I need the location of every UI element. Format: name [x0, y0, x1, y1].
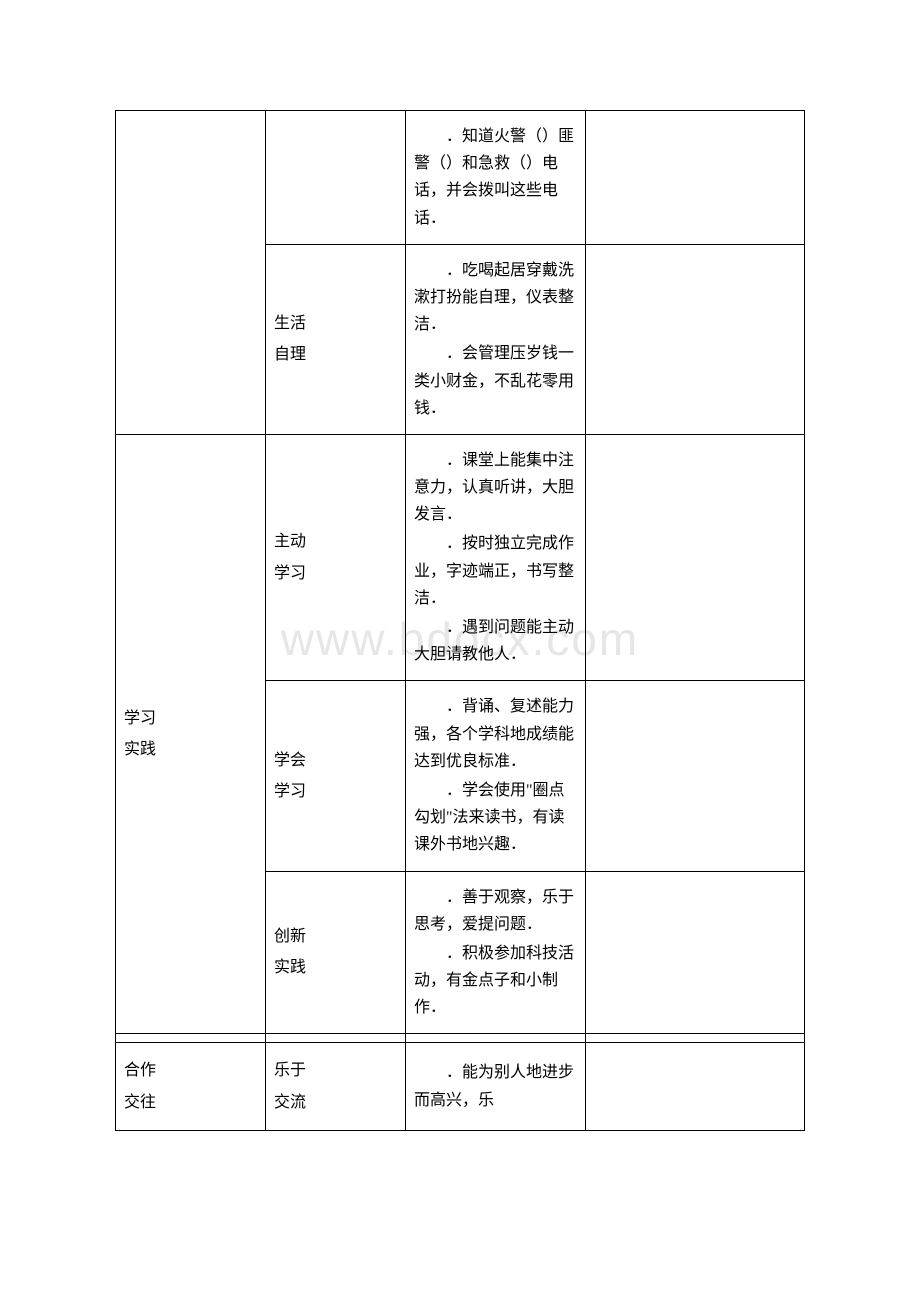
criteria-text: ．背诵、复述能力强，各个学科地成绩能达到优良标准．	[414, 693, 577, 775]
subcategory-label: 生活	[274, 310, 397, 337]
subcategory-cell: 学会 学习	[266, 681, 406, 871]
category-label: 学习	[124, 705, 257, 732]
subcategory-label: 学会	[274, 747, 397, 774]
criteria-cell: ．知道火警（）匪警（）和急救（）电话，并会拨叫这些电话．	[406, 111, 586, 245]
criteria-text: ．能为别人地进步而高兴，乐	[414, 1059, 577, 1113]
subcategory-cell: 主动 学习	[266, 434, 406, 681]
blank-cell	[586, 871, 805, 1034]
criteria-text: ．善于观察，乐于思考，爱提问题．	[414, 884, 577, 938]
subcategory-cell: 生活 自理	[266, 244, 406, 434]
subcategory-cell	[266, 111, 406, 245]
criteria-text: ．学会使用"圈点勾划"法来读书，有读课外书地兴趣．	[414, 777, 577, 859]
blank-cell	[586, 681, 805, 871]
category-label: 交往	[124, 1089, 257, 1116]
table-row	[116, 1034, 805, 1043]
blank-cell	[586, 244, 805, 434]
criteria-cell: ．课堂上能集中注意力，认真听讲，大胆发言． ．按时独立完成作业，字迹端正，书写整…	[406, 434, 586, 681]
subcategory-label: 实践	[274, 954, 397, 981]
spacer-cell	[406, 1034, 586, 1043]
spacer-cell	[116, 1034, 266, 1043]
evaluation-table: ．知道火警（）匪警（）和急救（）电话，并会拨叫这些电话． 生活 自理 ．吃喝起居…	[115, 110, 805, 1131]
spacer-cell	[266, 1034, 406, 1043]
table-row: 学习 实践 主动 学习 ．课堂上能集中注意力，认真听讲，大胆发言． ．按时独立完…	[116, 434, 805, 681]
subcategory-label: 乐于	[274, 1057, 397, 1084]
subcategory-label: 学习	[274, 778, 397, 805]
category-label: 实践	[124, 736, 257, 763]
criteria-text: ．吃喝起居穿戴洗漱打扮能自理，仪表整洁．	[414, 257, 577, 339]
criteria-cell: ．背诵、复述能力强，各个学科地成绩能达到优良标准． ．学会使用"圈点勾划"法来读…	[406, 681, 586, 871]
criteria-text: ．遇到问题能主动大胆请教他人．	[414, 614, 577, 668]
criteria-text: ．知道火警（）匪警（）和急救（）电话，并会拨叫这些电话．	[414, 123, 577, 232]
subcategory-label: 自理	[274, 341, 397, 368]
criteria-cell: ．善于观察，乐于思考，爱提问题． ．积极参加科技活动，有金点子和小制作．	[406, 871, 586, 1034]
subcategory-cell: 创新 实践	[266, 871, 406, 1034]
criteria-text: ．课堂上能集中注意力，认真听讲，大胆发言．	[414, 447, 577, 529]
subcategory-label: 交流	[274, 1089, 397, 1116]
subcategory-cell: 乐于 交流	[266, 1043, 406, 1130]
category-cell: 学习 实践	[116, 434, 266, 1034]
criteria-text: ．会管理压岁钱一类小财金，不乱花零用钱．	[414, 340, 577, 422]
category-cell	[116, 111, 266, 435]
subcategory-label: 学习	[274, 560, 397, 587]
category-cell: 合作 交往	[116, 1043, 266, 1130]
category-label: 合作	[124, 1057, 257, 1084]
criteria-cell: ．吃喝起居穿戴洗漱打扮能自理，仪表整洁． ．会管理压岁钱一类小财金，不乱花零用钱…	[406, 244, 586, 434]
subcategory-label: 主动	[274, 528, 397, 555]
criteria-text: ．积极参加科技活动，有金点子和小制作．	[414, 940, 577, 1022]
blank-cell	[586, 434, 805, 681]
spacer-cell	[586, 1034, 805, 1043]
criteria-text: ．按时独立完成作业，字迹端正，书写整洁．	[414, 530, 577, 612]
table-row: 合作 交往 乐于 交流 ．能为别人地进步而高兴，乐	[116, 1043, 805, 1130]
criteria-cell: ．能为别人地进步而高兴，乐	[406, 1043, 586, 1130]
blank-cell	[586, 1043, 805, 1130]
subcategory-label: 创新	[274, 923, 397, 950]
table-row: ．知道火警（）匪警（）和急救（）电话，并会拨叫这些电话．	[116, 111, 805, 245]
blank-cell	[586, 111, 805, 245]
